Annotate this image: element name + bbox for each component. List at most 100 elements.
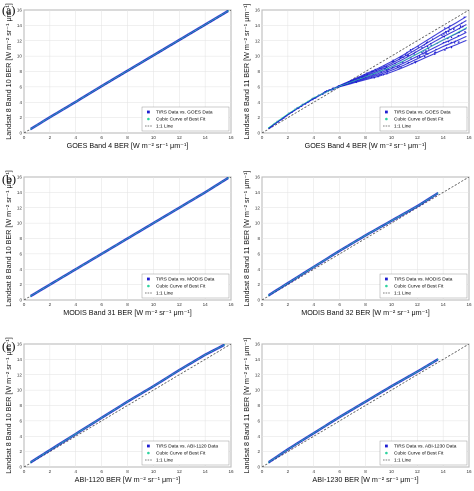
best-fit-marker	[82, 96, 84, 98]
data-point	[445, 32, 448, 34]
best-fit-marker	[89, 260, 91, 262]
y-tick-label: 0	[19, 131, 22, 136]
data-point	[315, 97, 317, 99]
data-point	[366, 74, 369, 76]
data-point	[378, 75, 380, 77]
x-tick-label: 6	[100, 469, 103, 474]
best-fit-marker	[284, 450, 286, 452]
data-point	[430, 42, 432, 45]
best-fit-marker	[294, 108, 296, 110]
data-point	[386, 71, 389, 73]
data-point	[461, 26, 464, 28]
data-point	[391, 66, 394, 69]
x-tick-label: 0	[261, 469, 264, 474]
best-fit-marker	[296, 443, 298, 445]
x-tick-label: 16	[228, 302, 234, 307]
y-tick-label: 10	[17, 54, 23, 59]
best-fit-marker	[290, 280, 292, 282]
best-fit-marker	[211, 350, 213, 352]
data-point	[425, 50, 427, 52]
best-fit-marker	[284, 284, 286, 286]
y-tick-label: 14	[255, 23, 261, 28]
y-tick-label: 2	[19, 115, 22, 120]
legend-label-one-to-one: 1:1 Line	[156, 458, 173, 464]
best-fit-marker	[43, 287, 45, 289]
best-fit-marker	[178, 369, 180, 371]
data-strand	[268, 358, 439, 463]
data-point	[332, 87, 334, 89]
best-fit-marker	[42, 453, 44, 455]
data-point	[400, 55, 402, 58]
x-tick-label: 14	[441, 135, 447, 140]
data-point	[370, 76, 373, 79]
best-fit-marker	[397, 381, 399, 383]
best-fit-marker	[49, 116, 51, 118]
legend-label-one-to-one: 1:1 Line	[156, 124, 173, 130]
data-point	[407, 62, 409, 65]
legend-box	[379, 440, 468, 466]
legend-fit-marker	[147, 284, 150, 288]
data-point	[414, 62, 417, 64]
best-fit-marker	[36, 457, 38, 459]
best-fit-marker	[324, 425, 326, 427]
best-fit-marker	[414, 372, 416, 374]
data-point	[283, 117, 285, 119]
data-point	[326, 90, 328, 92]
x-tick-label: 4	[74, 302, 77, 307]
panel-label-a: (a)	[2, 3, 15, 17]
data-point	[434, 51, 436, 54]
x-tick-label: 2	[287, 302, 290, 307]
data-point	[444, 49, 446, 51]
best-fit-marker	[392, 219, 394, 221]
best-fit-marker	[414, 206, 416, 208]
y-tick-label: 4	[19, 434, 22, 439]
x-tick-label: 14	[441, 469, 447, 474]
data-point	[363, 74, 365, 76]
data-point	[435, 48, 437, 51]
data-point	[416, 60, 418, 63]
data-point	[412, 48, 414, 50]
data-point	[447, 30, 450, 33]
best-fit-marker	[188, 33, 190, 35]
best-fit-marker	[56, 279, 58, 282]
x-tick-label: 0	[261, 302, 264, 307]
data-point	[312, 99, 314, 101]
best-fit-marker	[175, 209, 177, 211]
y-tick-label: 10	[255, 54, 261, 59]
best-fit-marker	[175, 41, 177, 43]
best-fit-marker	[36, 124, 38, 126]
data-point	[421, 47, 423, 49]
data-point	[366, 72, 368, 74]
data-point	[380, 67, 383, 69]
data-point	[355, 81, 357, 84]
best-fit-curve	[268, 192, 439, 296]
data-point	[457, 41, 460, 43]
data-point	[434, 53, 436, 56]
plot-marks	[262, 177, 469, 300]
data-point	[410, 58, 412, 60]
y-tick-label: 16	[255, 8, 261, 13]
best-fit-marker	[426, 48, 428, 50]
y-tick-label: 12	[17, 205, 23, 210]
best-fit-marker	[392, 384, 394, 387]
x-tick-label: 10	[151, 469, 157, 474]
legend-fit-marker	[385, 284, 388, 288]
best-fit-marker	[159, 381, 161, 383]
one-to-one-line	[24, 344, 231, 467]
best-fit-marker	[165, 377, 167, 379]
y-tick-label: 6	[257, 251, 260, 256]
data-point	[379, 67, 381, 69]
data-point	[373, 77, 375, 79]
y-tick-label: 12	[17, 372, 23, 377]
legend-label-fit: Cubic Curve of Best Fit	[394, 117, 444, 123]
best-fit-marker	[181, 205, 183, 207]
best-fit-marker	[101, 417, 103, 419]
data-point	[419, 56, 421, 58]
best-fit-marker	[194, 29, 196, 31]
data-point	[447, 41, 450, 43]
x-tick-label: 6	[100, 135, 103, 140]
y-tick-label: 2	[19, 282, 22, 287]
x-tick-label: 16	[466, 302, 472, 307]
